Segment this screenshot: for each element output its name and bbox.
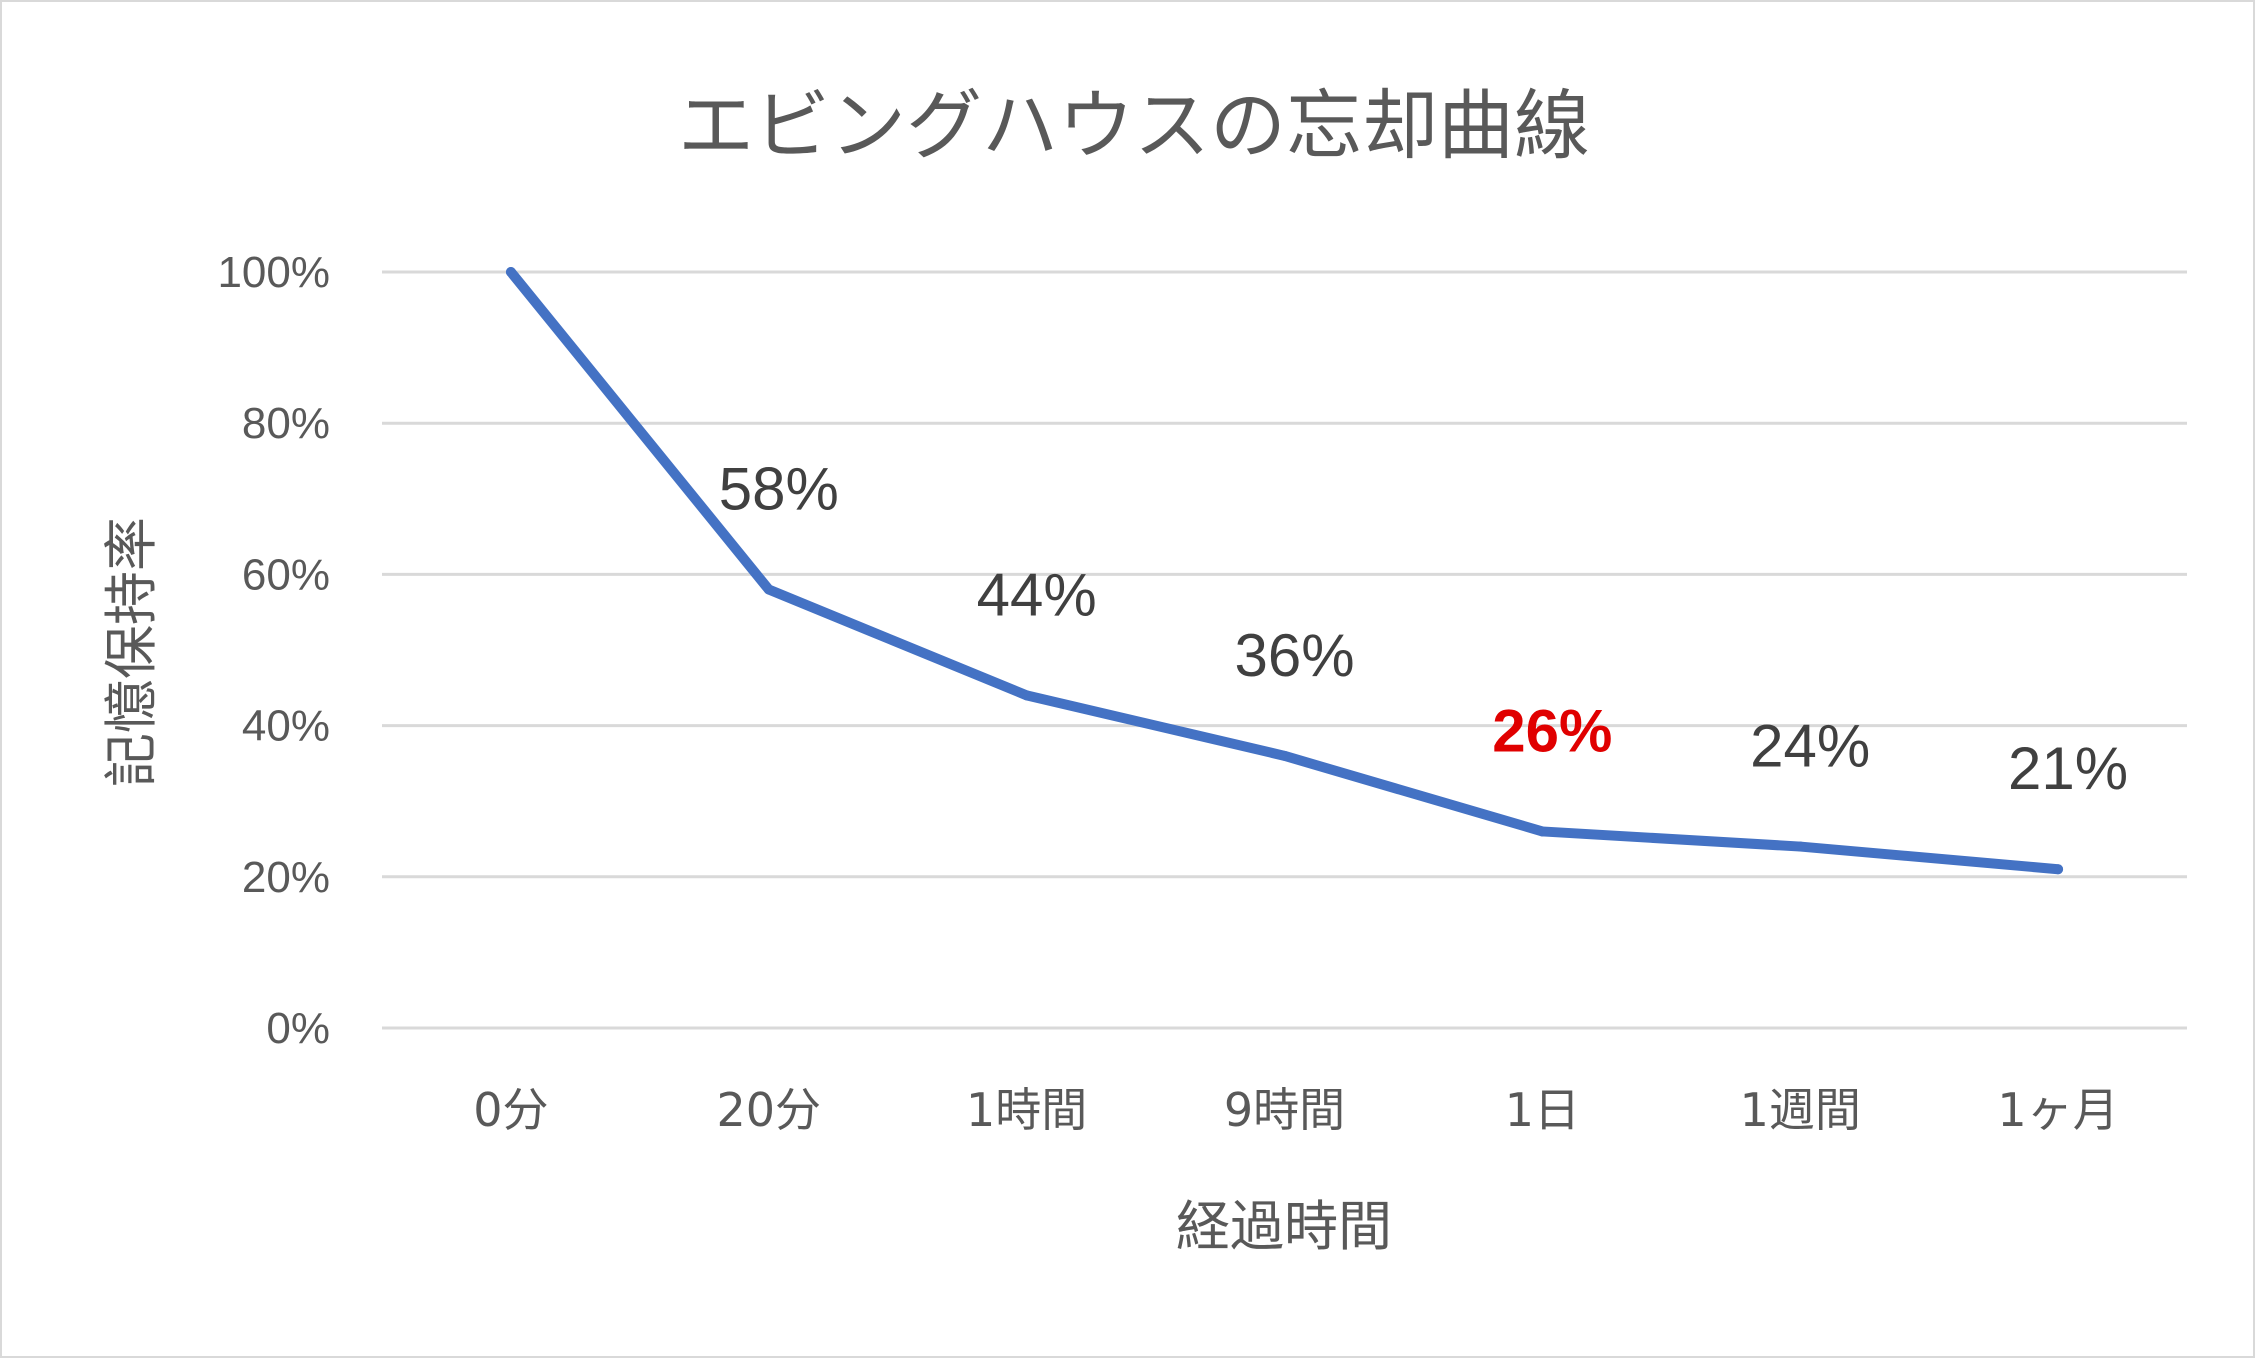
y-tick-label: 100% (217, 248, 330, 297)
chart-title: エビングハウスの忘却曲線 (678, 81, 1590, 170)
x-tick-label: 1ヶ月 (1997, 1083, 2118, 1137)
series-layer (505, 267, 2064, 875)
gridlines (382, 270, 2187, 1030)
data-point (1537, 826, 1548, 837)
y-tick-label: 20% (242, 853, 330, 902)
data-label: 26% (1492, 697, 1612, 764)
data-point (1795, 841, 1806, 852)
x-axis-title: 経過時間 (1176, 1195, 1392, 1258)
series-line (505, 267, 2064, 875)
data-point (1021, 690, 1032, 701)
y-tick-label: 40% (242, 702, 330, 751)
x-tick-label: 20分 (717, 1083, 822, 1137)
x-tick-label: 1時間 (966, 1083, 1087, 1137)
y-tick-label: 60% (242, 550, 330, 599)
y-tick-label: 80% (242, 399, 330, 448)
x-tick-label: 0分 (473, 1083, 548, 1137)
data-point (1279, 750, 1290, 761)
y-tick-label: 0% (266, 1004, 330, 1053)
x-tick-label: 1日 (1505, 1083, 1580, 1137)
data-label: 36% (1234, 622, 1354, 689)
x-tick-label: 9時間 (1224, 1083, 1345, 1137)
y-axis-title: 記憶保持率 (100, 517, 163, 787)
data-labels: 58% 44% 36% 26% 24% 21% (719, 456, 2128, 803)
data-point (763, 584, 774, 595)
data-label: 58% (719, 456, 839, 523)
data-label: 21% (2008, 735, 2128, 802)
data-label: 24% (1750, 713, 1870, 780)
x-tick-label: 1週間 (1740, 1083, 1861, 1137)
data-label: 44% (977, 561, 1097, 628)
y-axis-ticks: 0% 20% 40% 60% 80% 100% (217, 248, 330, 1053)
data-point (2053, 864, 2064, 875)
data-point (505, 267, 516, 277)
x-axis-ticks: 0分 20分 1時間 9時間 1日 1週間 1ヶ月 (473, 1083, 2118, 1137)
